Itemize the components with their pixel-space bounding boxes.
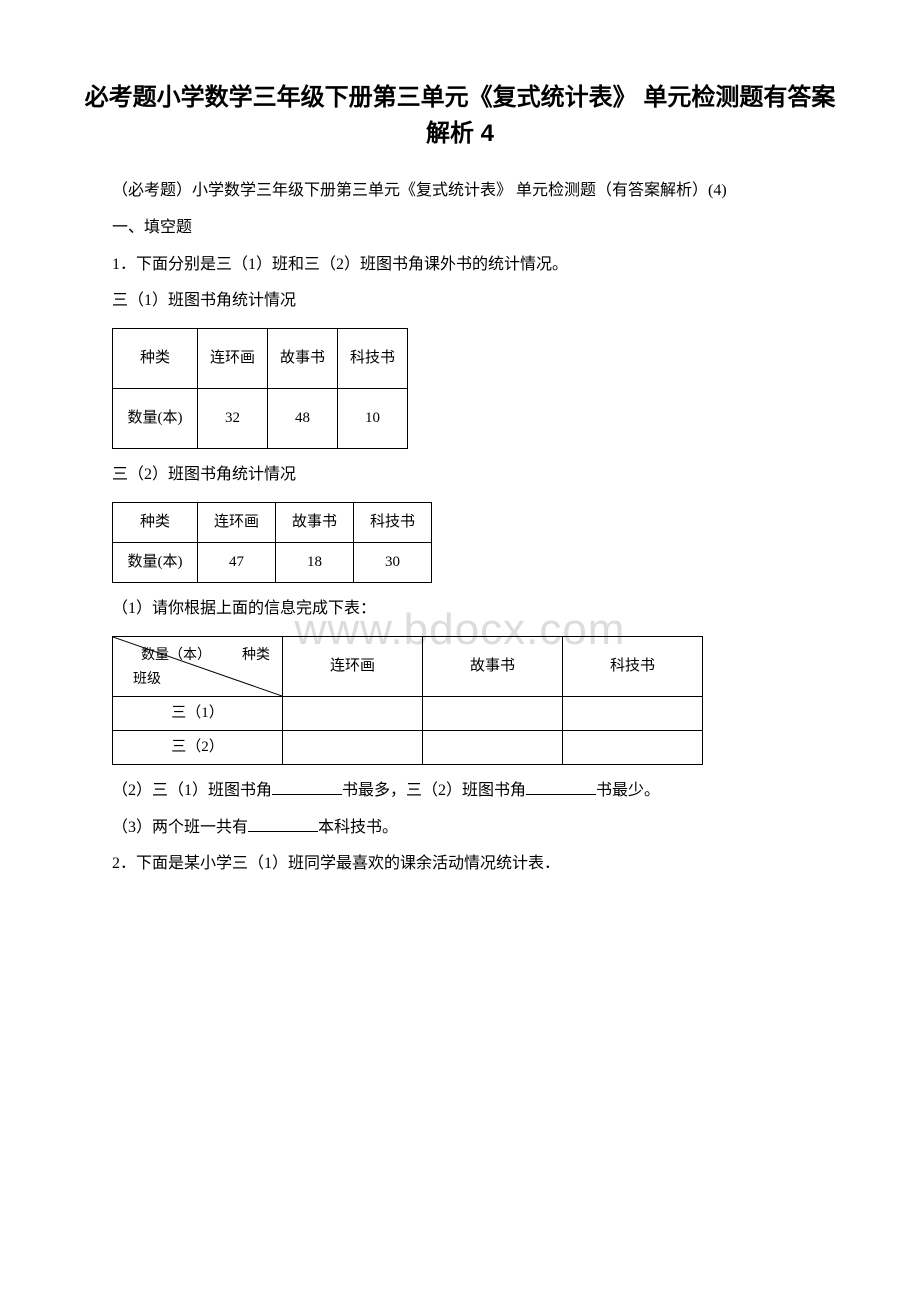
table-col-1: 连环画 [198,329,268,389]
q2-stem: 2．下面是某小学三（1）班同学最喜欢的课余活动情况统计表． [80,850,840,879]
q1-sub2: （2）三（1）班图书角 书最多，三（2）班图书角 书最少。 [80,777,840,806]
table-cell-empty [423,730,563,764]
q1-sub2-mid: 书最多，三（2）班图书角 [342,782,526,799]
table-cell: 47 [198,542,276,582]
table-cell: 32 [198,389,268,449]
q1-sub3: （3）两个班一共有 本科技书。 [80,814,840,843]
table-cell: 18 [276,542,354,582]
diag-label-class: 班级 [133,667,161,692]
table-header-type: 种类 [113,502,198,542]
table-cell: 48 [268,389,338,449]
q1-sub2-post: 书最少。 [596,782,660,799]
table-col-3: 科技书 [338,329,408,389]
table-cell-empty [423,696,563,730]
q1-stem: 1．下面分别是三（1）班和三（2）班图书角课外书的统计情况。 [80,251,840,280]
table-header-type: 种类 [113,329,198,389]
table-cell-empty [563,730,703,764]
blank-field [248,816,318,832]
table-col-1: 连环画 [283,636,423,696]
table-row-qty: 数量(本) [113,389,198,449]
q1-table1-caption: 三（1）班图书角统计情况 [80,287,840,316]
table-row-class1: 三（1） [113,696,283,730]
table-cell: 30 [354,542,432,582]
page-title: 必考题小学数学三年级下册第三单元《复式统计表》 单元检测题有答案解析 4 [80,80,840,152]
table-col-3: 科技书 [563,636,703,696]
q1-table2: 种类 连环画 故事书 科技书 数量(本) 47 18 30 [112,502,432,583]
table-diagonal-header: 数量（本） 种类 班级 [113,636,283,696]
table-col-1: 连环画 [198,502,276,542]
section-heading: 一、填空题 [80,214,840,243]
table-col-3: 科技书 [354,502,432,542]
q1-table3: 数量（本） 种类 班级 连环画 故事书 科技书 三（1） 三（2） [112,636,703,765]
q1-sub1: （1）请你根据上面的信息完成下表： [80,595,840,624]
q1-sub3-post: 本科技书。 [318,819,398,836]
table-col-2: 故事书 [268,329,338,389]
table-col-2: 故事书 [276,502,354,542]
q1-table2-caption: 三（2）班图书角统计情况 [80,461,840,490]
table-row-class2: 三（2） [113,730,283,764]
table-row-qty: 数量(本) [113,542,198,582]
blank-field [526,779,596,795]
table-cell-empty [283,730,423,764]
q1-sub3-pre: （3）两个班一共有 [112,819,248,836]
table-cell-empty [283,696,423,730]
table-cell-empty [563,696,703,730]
diag-label-type: 种类 [242,643,270,668]
diag-label-qty: 数量（本） [141,643,211,668]
q1-table1: 种类 连环画 故事书 科技书 数量(本) 32 48 10 [112,328,408,449]
table-col-2: 故事书 [423,636,563,696]
table-cell: 10 [338,389,408,449]
q1-sub2-pre: （2）三（1）班图书角 [112,782,272,799]
intro-text: （必考题）小学数学三年级下册第三单元《复式统计表》 单元检测题（有答案解析）(4… [80,177,840,206]
blank-field [272,779,342,795]
